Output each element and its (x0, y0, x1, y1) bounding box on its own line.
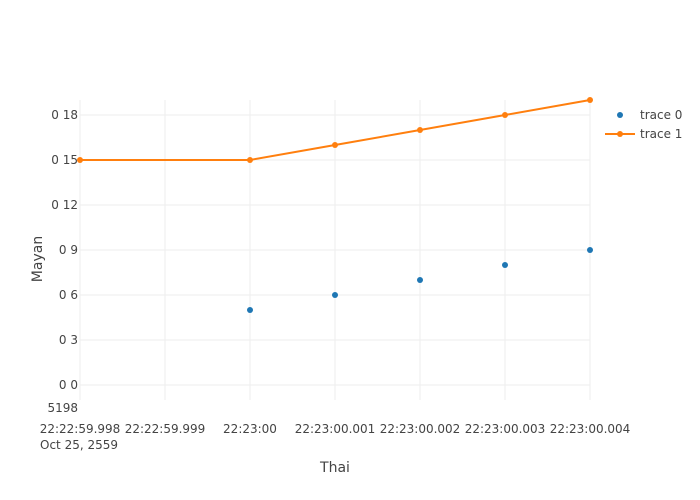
y-tick-label: 0 0 (59, 378, 78, 392)
legend-marker (617, 131, 623, 137)
data-point (247, 157, 253, 163)
legend-marker (617, 112, 623, 118)
x-axis-date-label: Oct 25, 2559 (40, 438, 118, 452)
plot-area (77, 97, 593, 313)
legend-label: trace 0 (640, 108, 682, 122)
y-axis-extra-label: 5198 (47, 401, 78, 415)
series-trace-1 (77, 97, 593, 163)
x-tick-label: 22:23:00 (223, 422, 277, 436)
data-point (587, 97, 593, 103)
x-axis-ticks: 22:22:59.998 22:22:59.999 22:23:00 22:23:00… (40, 422, 631, 436)
y-tick-label: 0 9 (59, 243, 78, 257)
series-trace-0 (247, 247, 593, 313)
y-tick-label: 0 15 (51, 153, 78, 167)
legend[interactable]: trace 0 trace 1 (605, 108, 682, 141)
y-tick-label: 0 6 (59, 288, 78, 302)
x-axis-title: Thai (319, 460, 350, 476)
data-point (502, 262, 508, 268)
x-tick-label: 22:22:59.999 (125, 422, 206, 436)
legend-item[interactable]: trace 1 (605, 127, 682, 141)
y-axis-ticks: 0 0 0 3 0 6 0 9 0 12 0 15 0 18 (51, 108, 78, 392)
data-point (587, 247, 593, 253)
data-point (77, 157, 83, 163)
x-tick-label: 22:23:00.004 (550, 422, 631, 436)
x-tick-label: 22:22:59.998 (40, 422, 121, 436)
data-point (417, 127, 423, 133)
legend-label: trace 1 (640, 127, 682, 141)
data-point (332, 142, 338, 148)
data-point (332, 292, 338, 298)
y-tick-label: 0 3 (59, 333, 78, 347)
y-tick-label: 0 12 (51, 198, 78, 212)
x-tick-label: 22:23:00.003 (465, 422, 546, 436)
x-tick-label: 22:23:00.001 (295, 422, 376, 436)
y-tick-label: 0 18 (51, 108, 78, 122)
data-point (417, 277, 423, 283)
y-axis-title: Mayan (30, 236, 46, 282)
x-tick-label: 22:23:00.002 (380, 422, 461, 436)
data-point (502, 112, 508, 118)
legend-item[interactable]: trace 0 (617, 108, 682, 122)
data-point (247, 307, 253, 313)
series-line (80, 99, 591, 161)
